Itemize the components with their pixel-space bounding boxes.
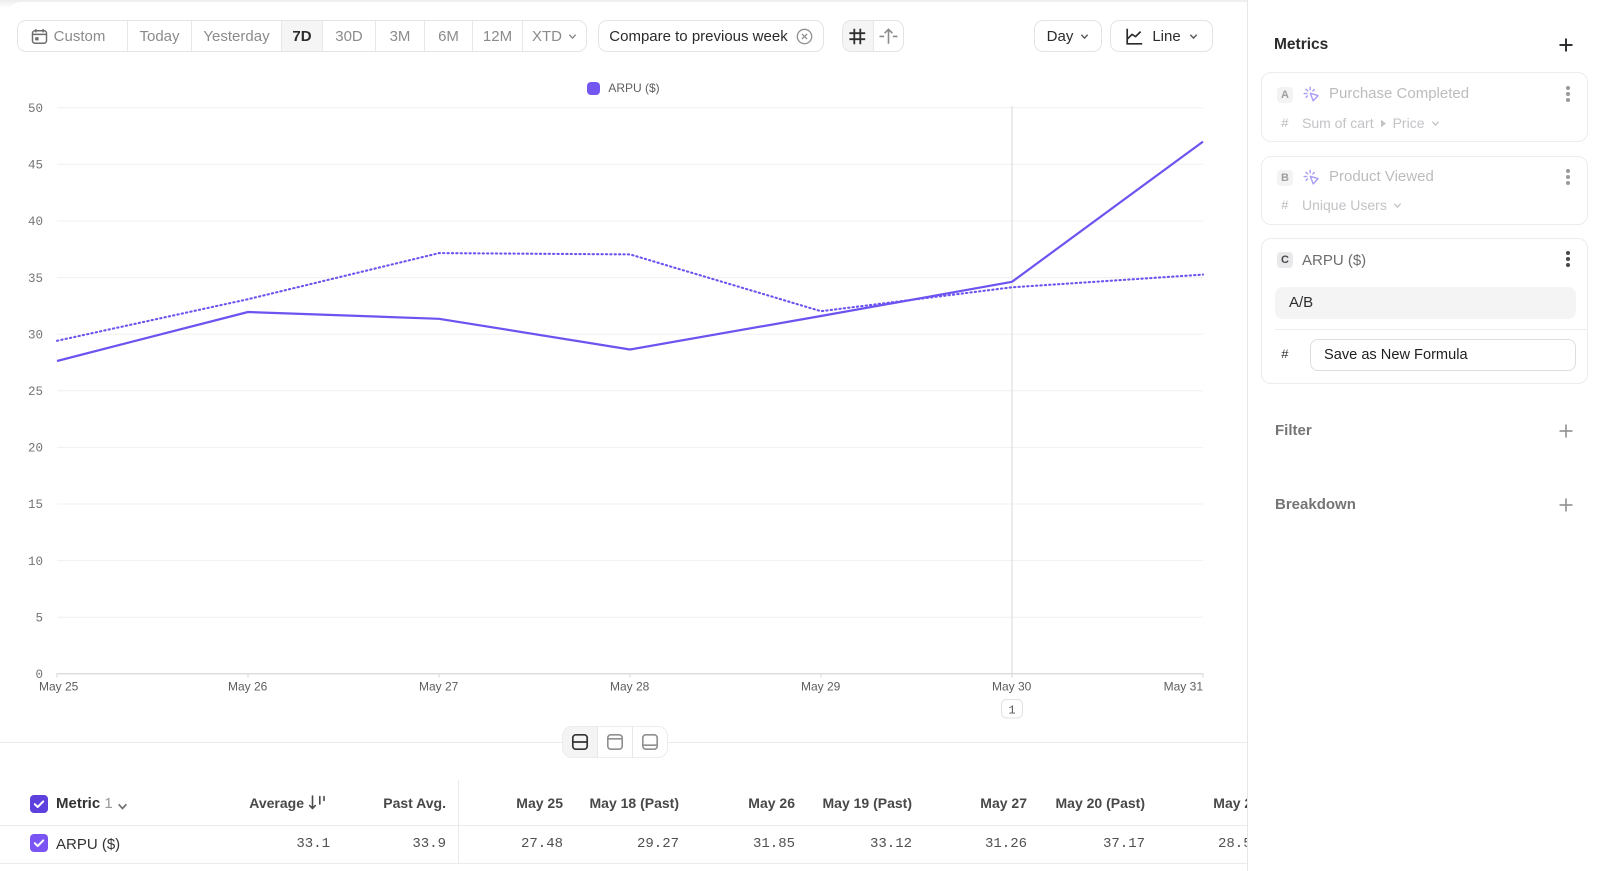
svg-text:May 28: May 28 <box>610 680 650 694</box>
svg-text:30: 30 <box>28 328 43 342</box>
svg-text:15: 15 <box>28 498 43 512</box>
svg-text:25: 25 <box>28 385 43 399</box>
svg-text:May 29: May 29 <box>801 680 841 694</box>
svg-text:10: 10 <box>28 555 43 569</box>
svg-text:May 30: May 30 <box>992 680 1032 694</box>
svg-text:May 27: May 27 <box>419 680 459 694</box>
svg-text:50: 50 <box>28 102 43 116</box>
svg-text:5: 5 <box>35 611 43 625</box>
svg-text:0: 0 <box>35 668 43 682</box>
svg-text:1: 1 <box>1008 704 1015 718</box>
svg-text:May 26: May 26 <box>228 680 268 694</box>
svg-text:45: 45 <box>28 159 43 173</box>
svg-text:40: 40 <box>28 215 43 229</box>
svg-text:May 31: May 31 <box>1164 680 1204 694</box>
svg-text:May 25: May 25 <box>39 680 79 694</box>
svg-text:35: 35 <box>28 272 43 286</box>
svg-text:20: 20 <box>28 442 43 456</box>
